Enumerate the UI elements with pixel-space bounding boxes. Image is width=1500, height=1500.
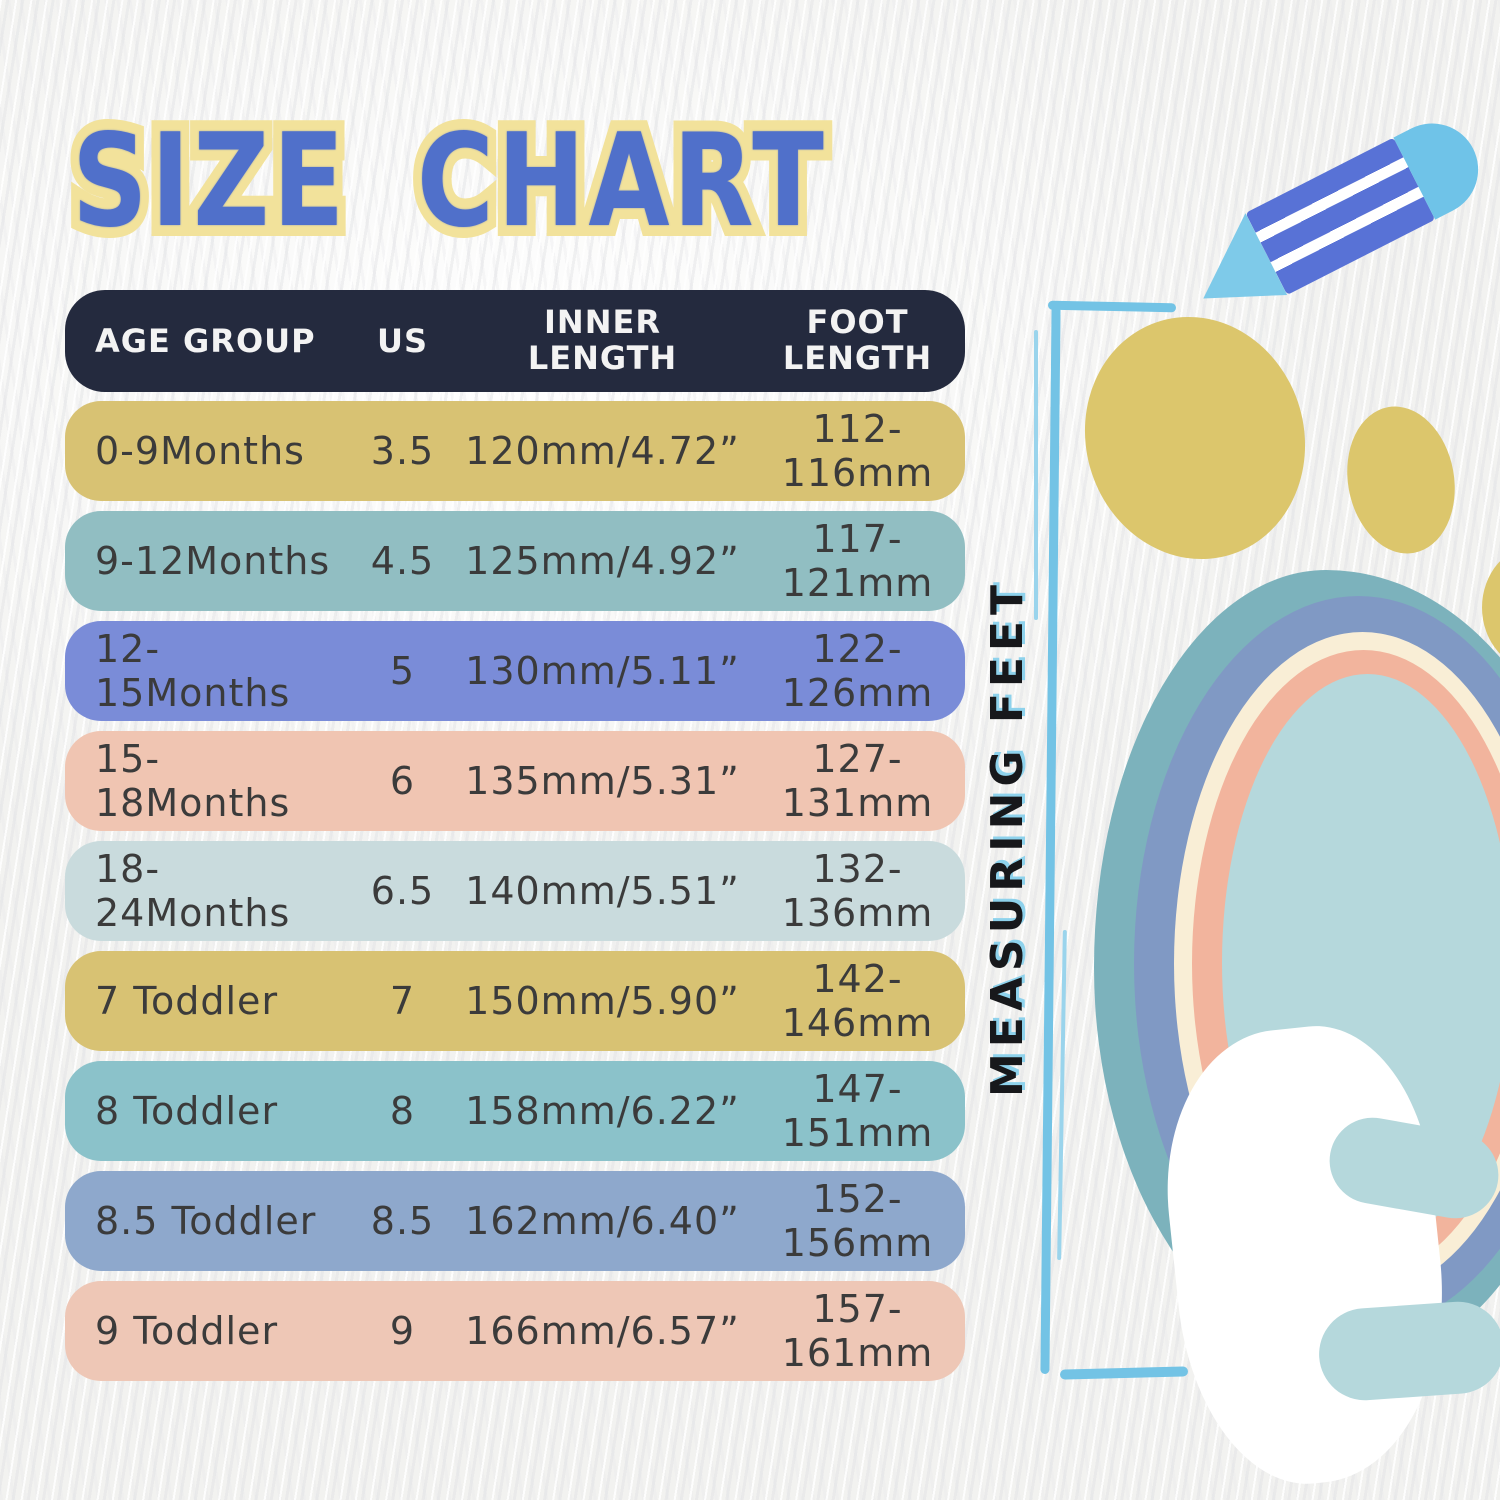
cell-inner-length: 158mm/6.22” [465,1089,740,1133]
cell-us-size: 3.5 [370,429,435,473]
cell-foot-length: 122-126mm [781,627,934,715]
cell-us-size: 5 [389,649,416,693]
table-row: 7 Toddler 7 150mm/5.90” 142-146mm [65,951,965,1051]
cell-foot-length: 127-131mm [781,737,934,825]
cell-foot-length: 147-151mm [781,1067,934,1155]
cell-us-size: 6 [389,759,416,803]
table-row: 12-15Months 5 130mm/5.11” 122-126mm [65,621,965,721]
cell-age-group: 9 Toddler [95,1309,279,1353]
table-row: 8.5 Toddler 8.5 162mm/6.40” 152-156mm [65,1171,965,1271]
table-header-row: AGE GROUP US INNER LENGTH FOOT LENGTH [65,290,965,392]
cell-age-group: 12-15Months [95,627,291,715]
cell-age-group: 7 Toddler [95,979,279,1023]
cell-us-size: 8 [389,1089,416,1133]
cell-inner-length: 120mm/4.72” [465,429,740,473]
column-header-inner-length: INNER LENGTH [527,303,678,377]
footprint-toe [1335,397,1467,563]
column-header-foot-length: FOOT LENGTH [782,303,933,377]
cell-inner-length: 162mm/6.40” [465,1199,740,1243]
footprint-swirl-notch [1316,1298,1500,1404]
table-row: 8 Toddler 8 158mm/6.22” 147-151mm [65,1061,965,1161]
cell-foot-length: 112-116mm [781,407,934,495]
page-title-outline: SIZE CHART [63,100,833,263]
cell-age-group: 15-18Months [95,737,291,825]
cell-inner-length: 150mm/5.90” [465,979,740,1023]
page-title: SIZE CHART SIZE CHART [63,100,993,263]
cell-age-group: 8 Toddler [95,1089,279,1133]
measuring-line-sketch-stroke [1057,929,1067,1261]
column-header-age-group: AGE GROUP [95,322,316,360]
cell-us-size: 7 [389,979,416,1023]
cell-inner-length: 140mm/5.51” [465,869,740,913]
cell-foot-length: 157-161mm [781,1287,934,1375]
cell-foot-length: 142-146mm [781,957,934,1045]
measuring-feet-label: MEASURING FEET [982,578,1033,1097]
cell-foot-length: 132-136mm [781,847,934,935]
table-row: 9-12Months 4.5 125mm/4.92” 117-121mm [65,511,965,611]
cell-inner-length: 130mm/5.11” [465,649,740,693]
table-row: 15-18Months 6 135mm/5.31” 127-131mm [65,731,965,831]
cell-foot-length: 152-156mm [781,1177,934,1265]
pencil-icon [1180,107,1494,318]
table-row: 9 Toddler 9 166mm/6.57” 157-161mm [65,1281,965,1381]
measuring-line-sketch-stroke [1034,330,1038,620]
table-row: 0-9Months 3.5 120mm/4.72” 112-116mm [65,401,965,501]
cell-us-size: 4.5 [370,539,435,583]
size-table: AGE GROUP US INNER LENGTH FOOT LENGTH 0-… [65,290,965,1391]
cell-us-size: 6.5 [370,869,435,913]
baby-footprint-illustration [1056,290,1500,1496]
column-header-us: US [376,322,429,360]
cell-age-group: 8.5 Toddler [95,1199,317,1243]
cell-inner-length: 135mm/5.31” [465,759,740,803]
cell-age-group: 9-12Months [95,539,331,583]
cell-age-group: 0-9Months [95,429,305,473]
cell-inner-length: 125mm/4.92” [465,539,740,583]
cell-us-size: 8.5 [370,1199,435,1243]
cell-inner-length: 166mm/6.57” [465,1309,740,1353]
cell-us-size: 9 [389,1309,416,1353]
footprint-big-toe [1056,290,1334,586]
table-row: 18-24Months 6.5 140mm/5.51” 132-136mm [65,841,965,941]
cell-foot-length: 117-121mm [781,517,934,605]
cell-age-group: 18-24Months [95,847,291,935]
footprint-pad [1094,570,1500,1496]
page-title-text: SIZE CHART [72,107,828,256]
